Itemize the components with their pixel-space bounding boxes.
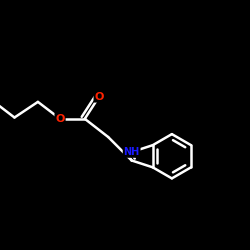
Text: O: O xyxy=(94,92,104,102)
Text: NH: NH xyxy=(124,147,140,157)
Text: O: O xyxy=(55,114,65,124)
